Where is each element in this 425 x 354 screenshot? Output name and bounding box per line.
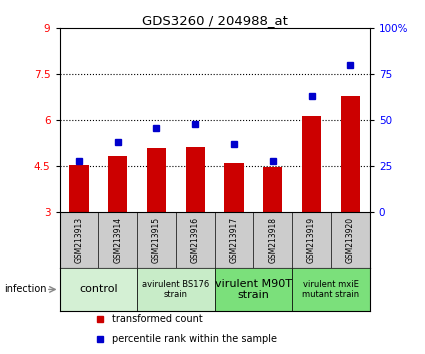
Bar	[292, 268, 370, 311]
Text: GSM213918: GSM213918	[268, 217, 277, 263]
Text: avirulent BS176
strain: avirulent BS176 strain	[142, 280, 210, 299]
Bar	[341, 96, 360, 212]
Text: GSM213915: GSM213915	[152, 217, 161, 263]
Text: percentile rank within the sample: percentile rank within the sample	[112, 334, 277, 344]
Bar	[147, 148, 166, 212]
Bar	[186, 147, 205, 212]
Text: GSM213919: GSM213919	[307, 217, 316, 263]
Text: GSM213914: GSM213914	[113, 217, 122, 263]
Text: GSM213916: GSM213916	[191, 217, 200, 263]
Bar	[69, 165, 88, 212]
Bar	[60, 268, 137, 311]
Title: GDS3260 / 204988_at: GDS3260 / 204988_at	[142, 14, 288, 27]
Text: virulent mxiE
mutant strain: virulent mxiE mutant strain	[303, 280, 360, 299]
Text: transformed count: transformed count	[112, 314, 203, 324]
Bar	[108, 155, 128, 212]
Text: GSM213917: GSM213917	[230, 217, 238, 263]
Bar	[263, 167, 283, 212]
Bar	[137, 268, 215, 311]
Bar	[215, 268, 292, 311]
Text: control: control	[79, 285, 118, 295]
Bar	[224, 163, 244, 212]
Text: infection: infection	[4, 285, 47, 295]
Text: GSM213913: GSM213913	[74, 217, 83, 263]
Bar	[302, 116, 321, 212]
Text: virulent M90T
strain: virulent M90T strain	[215, 279, 292, 300]
Text: GSM213920: GSM213920	[346, 217, 355, 263]
